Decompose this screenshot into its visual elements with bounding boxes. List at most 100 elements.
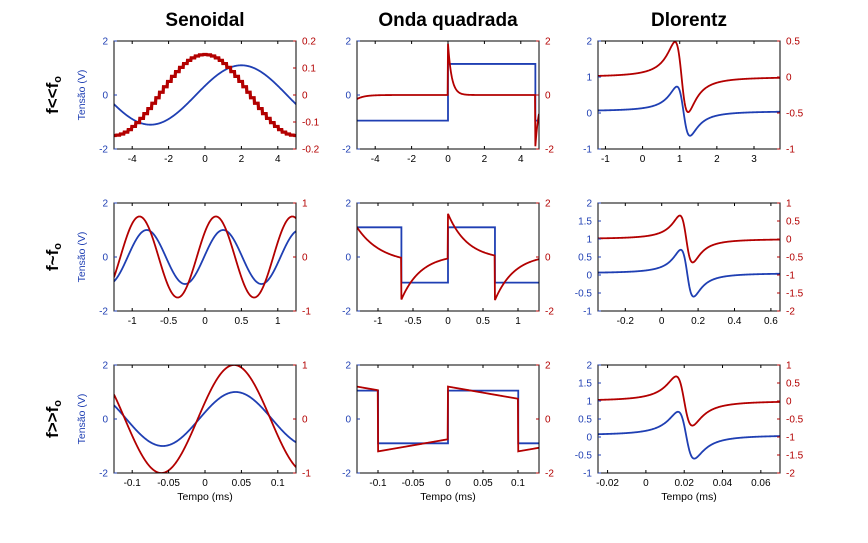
x-tick-label: -1 — [601, 154, 610, 165]
y2-tick-label: -1 — [302, 307, 311, 318]
y2-tick-label: 0.5 — [786, 37, 800, 48]
series-line — [114, 52, 296, 138]
x-tick-label: -2 — [164, 154, 173, 165]
y2-tick-label: 0 — [302, 91, 308, 102]
x-tick-label: 1 — [515, 316, 521, 327]
series-line — [114, 391, 296, 447]
y2-tick-label: 1 — [302, 361, 308, 372]
series-line — [598, 214, 780, 264]
y-tick-label: 0 — [102, 91, 108, 102]
plot-frame — [597, 364, 781, 474]
y2-tick-label: -2 — [786, 307, 795, 318]
y2-tick-label: 0 — [302, 253, 308, 264]
y2-tick-label: -1.5 — [786, 451, 804, 462]
y-tick-label: 2 — [345, 361, 351, 372]
plot-frame — [113, 364, 297, 474]
x-tick-label: 0 — [202, 478, 208, 489]
series-line — [114, 64, 296, 126]
x-tick-label: 1 — [677, 154, 683, 165]
y-tick-label: 0 — [345, 253, 351, 264]
series-line — [114, 215, 296, 299]
x-axis-label: Tempo (ms) — [661, 491, 716, 503]
series-line — [357, 385, 539, 453]
y2-tick-label: 2 — [545, 199, 551, 210]
y-tick-label: -1 — [583, 469, 592, 480]
x-tick-label: -1 — [374, 316, 383, 327]
y2-tick-label: 0.5 — [786, 379, 800, 390]
y-tick-label: 1 — [586, 397, 592, 408]
y2-tick-label: 0 — [545, 253, 551, 264]
x-tick-label: 0 — [659, 316, 665, 327]
x-tick-label: -0.05 — [157, 478, 180, 489]
y-tick-label: 0 — [586, 109, 592, 120]
y-tick-label: 2 — [102, 199, 108, 210]
column-title: Onda quadrada — [378, 10, 518, 31]
y-tick-label: -1 — [583, 307, 592, 318]
x-tick-label: 2 — [714, 154, 720, 165]
y2-tick-label: 0 — [302, 415, 308, 426]
y2-tick-label: 1 — [786, 199, 792, 210]
x-tick-label: 0.06 — [751, 478, 771, 489]
panels: -4 -2 0 2 4 -2 0 2 -0.2 -0.1 0 0.1 0.2 Tensão (V) -4 -2… — [76, 37, 804, 504]
row-label: f<<fo — [43, 76, 64, 114]
panel: -0.02 0 0.02 0.04 0.06 -1 -0.5 0 0.5 1 1.5 2 -2 -1.5 -… — [575, 361, 804, 504]
y2-tick-label: 1 — [786, 361, 792, 372]
x-tick-label: 0.5 — [476, 316, 490, 327]
y-tick-label: -2 — [342, 469, 351, 480]
column-titles: Senoidal Onda quadrada Dlorentz — [165, 10, 727, 31]
series-line — [598, 41, 780, 114]
y2-tick-label: 0.5 — [786, 217, 800, 228]
x-tick-label: 0 — [202, 316, 208, 327]
y2-tick-label: -1 — [786, 271, 795, 282]
y-tick-label: 1 — [586, 235, 592, 246]
x-tick-label: 3 — [751, 154, 757, 165]
x-tick-label: 0.04 — [713, 478, 733, 489]
x-tick-label: 0.6 — [764, 316, 778, 327]
x-tick-label: -0.02 — [596, 478, 619, 489]
y-tick-label: 2 — [102, 361, 108, 372]
x-tick-label: 4 — [275, 154, 281, 165]
x-tick-label: 0.4 — [728, 316, 742, 327]
x-tick-label: 1 — [275, 316, 281, 327]
y2-tick-label: 0.1 — [302, 64, 316, 75]
x-axis-label: Tempo (ms) — [177, 491, 232, 503]
y2-tick-label: 0 — [786, 73, 792, 84]
y-tick-label: 2 — [345, 199, 351, 210]
y-tick-label: 0 — [586, 271, 592, 282]
column-title: Senoidal — [165, 10, 244, 31]
y2-tick-label: -2 — [545, 307, 554, 318]
x-tick-label: -0.5 — [160, 316, 178, 327]
plot-frame — [597, 40, 781, 150]
y2-tick-label: 1 — [302, 199, 308, 210]
x-tick-label: -0.05 — [402, 478, 425, 489]
panel: -0.1 -0.05 0 0.05 0.1 -2 0 2 -2 0 2 Tempo (ms) — [342, 361, 554, 504]
y-tick-label: 0 — [586, 433, 592, 444]
y-tick-label: 1.5 — [578, 379, 592, 390]
y-tick-label: -2 — [99, 145, 108, 156]
x-tick-label: 0.05 — [473, 478, 493, 489]
x-tick-label: 0.5 — [234, 316, 248, 327]
y-tick-label: 2 — [586, 361, 592, 372]
y2-tick-label: -0.2 — [302, 145, 320, 156]
series-line — [357, 43, 539, 147]
y-tick-label: 0 — [345, 91, 351, 102]
x-axis-label: Tempo (ms) — [420, 491, 475, 503]
y-tick-label: 0 — [345, 415, 351, 426]
y-tick-label: 1.5 — [578, 217, 592, 228]
x-tick-label: 0.1 — [271, 478, 285, 489]
y-tick-label: -0.5 — [575, 289, 593, 300]
y-tick-label: 2 — [586, 37, 592, 48]
y-tick-label: -2 — [99, 307, 108, 318]
plot-frame — [113, 40, 297, 150]
y-tick-label: 0.5 — [578, 253, 592, 264]
panel: -4 -2 0 2 4 -2 0 2 -2 0 2 — [342, 37, 554, 166]
y-tick-label: 0.5 — [578, 415, 592, 426]
x-tick-label: -1 — [128, 316, 137, 327]
panel: -1 -0.5 0 0.5 1 -2 0 2 -1 0 1 Tensão (V) — [76, 199, 311, 328]
x-tick-label: 0.05 — [232, 478, 252, 489]
series-line — [598, 248, 780, 298]
y2-tick-label: -2 — [545, 469, 554, 480]
y-tick-label: 0 — [102, 253, 108, 264]
series-line — [598, 85, 780, 137]
